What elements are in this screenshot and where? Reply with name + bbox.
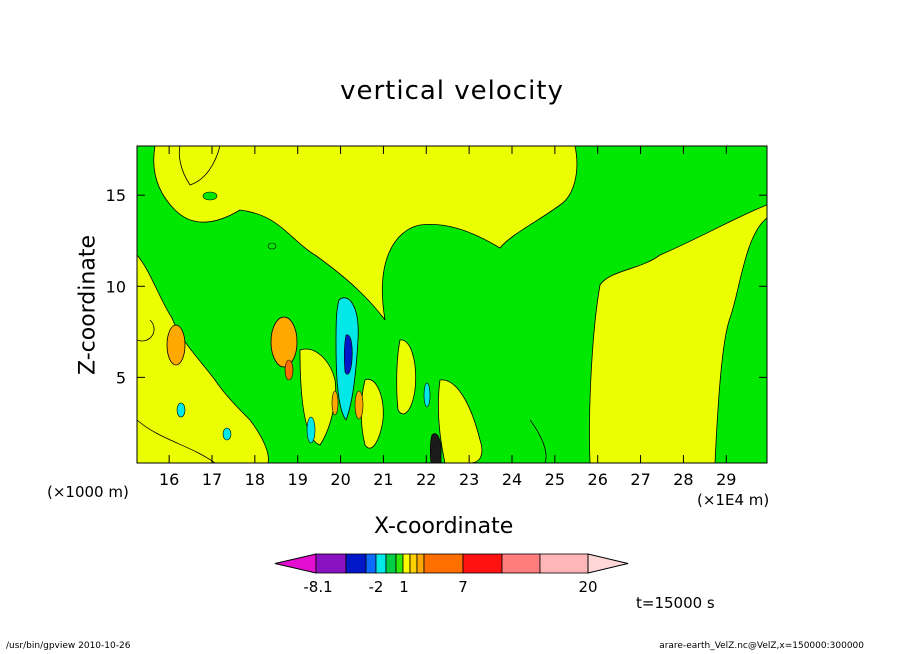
x-tick-label: 20 <box>330 470 350 489</box>
colorbar-label: 20 <box>578 578 597 596</box>
chart-title: vertical velocity <box>340 76 564 106</box>
colorbar-segment <box>416 553 425 574</box>
y-tick-label: 5 <box>116 368 126 387</box>
contour-orange-blob-1 <box>166 324 186 366</box>
y-axis-label: Z-coordinate <box>75 235 101 375</box>
y-tick-label: 15 <box>106 186 126 205</box>
colorbar-label: -8.1 <box>303 578 332 596</box>
x-unit-right: (×1E4 m) <box>697 491 770 509</box>
x-tick-label: 23 <box>459 470 479 489</box>
contour-upper-band <box>153 146 578 321</box>
x-tick-label: 22 <box>416 470 436 489</box>
contour-cyan-blob-1 <box>176 402 186 418</box>
colorbar-segment <box>315 553 347 574</box>
colorbar-segment <box>501 553 541 574</box>
colorbar: -8.1 -2 1 7 20 <box>274 553 629 596</box>
x-tick-label: 21 <box>373 470 393 489</box>
contour-line-3 <box>137 319 155 342</box>
colorbar-segment <box>539 553 589 574</box>
contour-streak-3 <box>437 379 483 463</box>
contour-line-2 <box>529 419 547 463</box>
contour-orange-blob-2 <box>270 316 298 368</box>
colorbar-segment <box>365 553 377 574</box>
contour-cyan-blob-2 <box>222 427 232 441</box>
colorbar-segment <box>423 553 464 574</box>
contour-lower-left-region <box>137 254 269 463</box>
colorbar-label: -2 <box>369 578 384 596</box>
contour-right-region <box>589 204 767 463</box>
x-tick-label: 25 <box>545 470 565 489</box>
footer-right: arare-earth_VelZ.nc@VelZ,x=150000:300000 <box>659 641 864 651</box>
contour-orange-blob-3 <box>284 359 294 381</box>
colorbar-segment <box>395 553 404 574</box>
contour-cyan-blob-3 <box>306 416 316 444</box>
colorbar-segment <box>409 553 418 574</box>
contour-cyan-blob-4 <box>423 382 431 408</box>
colorbar-segment <box>385 553 397 574</box>
colorbar-label: 7 <box>458 578 468 596</box>
contour-blue-core <box>344 334 353 375</box>
contour-line-1 <box>137 419 216 463</box>
x-axis-ticks: 16 17 18 19 20 21 22 23 24 25 26 27 28 29 <box>159 146 736 489</box>
x-tick-label: 27 <box>630 470 650 489</box>
contour-orange-blob-4 <box>331 390 339 416</box>
x-axis-label: X-coordinate <box>374 514 514 539</box>
contour-top-left-band <box>178 146 221 186</box>
colorbar-label: 1 <box>399 578 409 596</box>
colorbar-segment <box>462 553 503 574</box>
x-tick-label: 16 <box>159 470 179 489</box>
x-tick-label: 29 <box>716 470 736 489</box>
time-label: t=15000 s <box>636 594 715 612</box>
footer-left: /usr/bin/gpview 2010-10-26 <box>6 641 131 651</box>
colorbar-segment <box>375 553 387 574</box>
y-axis-ticks: 5 10 15 <box>106 186 767 387</box>
x-tick-label: 28 <box>673 470 693 489</box>
x-tick-label: 18 <box>245 470 265 489</box>
contour-island-2 <box>267 242 277 250</box>
colorbar-min-arrow <box>274 553 317 574</box>
x-tick-label: 26 <box>588 470 608 489</box>
x-unit-left: (×1000 m) <box>47 483 129 501</box>
plot-frame <box>136 145 768 464</box>
contour-orange-blob-5 <box>354 390 364 420</box>
x-tick-label: 24 <box>502 470 522 489</box>
x-tick-label: 17 <box>202 470 222 489</box>
contour-streak-4 <box>396 339 417 415</box>
colorbar-segment <box>402 553 411 574</box>
contour-field <box>137 146 767 463</box>
colorbar-segment <box>345 553 367 574</box>
contour-island-1 <box>202 191 218 201</box>
contour-dark-maximum <box>429 433 442 463</box>
y-tick-label: 10 <box>106 277 126 296</box>
colorbar-max-arrow <box>587 553 629 574</box>
x-tick-label: 19 <box>288 470 308 489</box>
